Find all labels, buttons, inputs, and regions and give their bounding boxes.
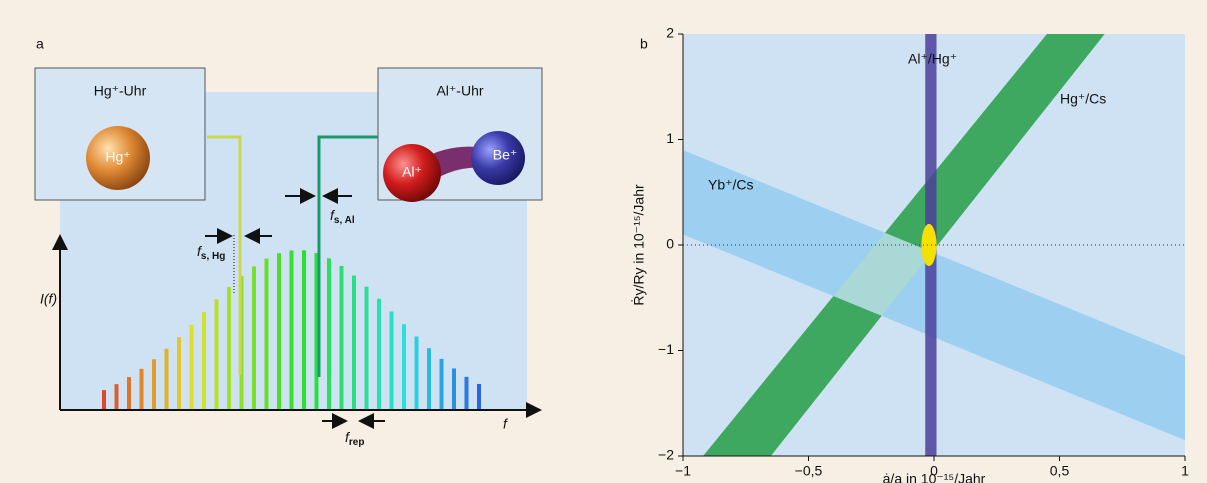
hg-ion-label: Hg⁺ <box>105 149 130 165</box>
comb-line <box>177 337 181 410</box>
comb-line <box>402 324 406 410</box>
comb-line <box>102 390 106 410</box>
x-tick-label: 1 <box>1181 463 1189 479</box>
band-label: Al⁺/Hg⁺ <box>908 51 957 67</box>
comb-line <box>377 299 381 410</box>
comb-line <box>465 377 469 410</box>
comb-line <box>140 369 144 410</box>
hg-clock-label: Hg⁺-Uhr <box>94 83 147 99</box>
comb-line <box>215 299 219 410</box>
x-tick-label: 0 <box>930 463 938 479</box>
comb-line <box>190 325 194 410</box>
comb-line <box>252 266 256 410</box>
comb-line <box>227 287 231 410</box>
be-ion-label: Be⁺ <box>493 147 518 163</box>
comb-line <box>115 384 119 410</box>
x-tick-label: −0,5 <box>795 463 823 479</box>
panel-label: a <box>36 36 44 52</box>
comb-line <box>265 259 269 410</box>
x-tick-label: −1 <box>675 463 691 479</box>
comb-line <box>365 287 369 410</box>
subscript: rep <box>349 437 365 448</box>
band-label: Yb⁺/Cs <box>708 177 754 193</box>
comb-line <box>165 349 169 410</box>
subscript: s, Al <box>334 215 355 226</box>
comb-line <box>152 359 156 410</box>
y-tick-label: −2 <box>658 447 674 463</box>
comb-line <box>452 368 456 410</box>
comb-line <box>352 276 356 410</box>
y-tick-label: −1 <box>658 341 674 357</box>
x-axis-label: f <box>503 416 509 432</box>
comb-line <box>302 250 306 410</box>
al-clock-label: Al⁺-Uhr <box>436 83 483 99</box>
panel-a: a Hg⁺-Uhr Al⁺-Uhr Hg⁺ Al⁺ Be⁺ I(f) f fs,… <box>35 36 542 448</box>
al-ion-label: Al⁺ <box>402 164 422 180</box>
comb-line <box>290 250 294 410</box>
x-tick-label: 0,5 <box>1050 463 1070 479</box>
comb-line <box>415 337 419 410</box>
comb-line <box>440 359 444 410</box>
comb-line <box>277 253 281 410</box>
comb-line <box>327 258 331 410</box>
y-tick-label: 2 <box>666 25 674 41</box>
y-axis-label: Ṙy/Ry in 10⁻¹⁵/Jahr <box>630 184 647 306</box>
comb-line <box>427 348 431 410</box>
panel-label: b <box>640 36 648 52</box>
figure: a Hg⁺-Uhr Al⁺-Uhr Hg⁺ Al⁺ Be⁺ I(f) f fs,… <box>0 0 1207 483</box>
f-rep-label: frep <box>345 429 364 448</box>
comb-line <box>127 377 131 410</box>
comb-line <box>340 266 344 410</box>
y-tick-label: 1 <box>666 130 674 146</box>
page: {"panel_a":{"label":"a","hg_clock":"Hg⁺-… <box>0 0 1207 483</box>
comb-line <box>202 312 206 410</box>
y-tick-label: 0 <box>666 236 674 252</box>
band-label: Hg⁺/Cs <box>1060 91 1106 107</box>
subscript: s, Hg <box>201 251 225 262</box>
comb-line <box>390 311 394 410</box>
y-axis-label: I(f) <box>40 291 57 307</box>
comb-line <box>477 384 481 410</box>
